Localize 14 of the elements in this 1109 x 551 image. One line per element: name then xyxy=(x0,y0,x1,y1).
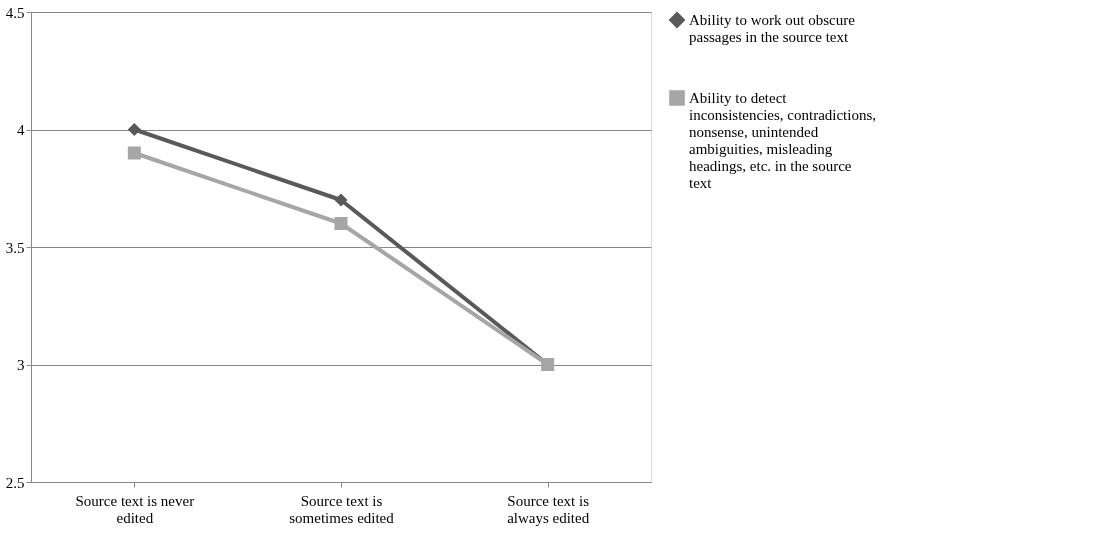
point xyxy=(127,122,141,137)
y-tick-label: 3.5 xyxy=(5,239,25,256)
legend-label: Ability to work out obscure passages in the source text xyxy=(689,12,856,45)
point xyxy=(334,216,348,231)
point xyxy=(334,193,348,207)
legend-label: Ability to detect inconsistencies, contradictions, nonsense, unintended ambiguities, misleading headings, etc. in the source text xyxy=(689,90,877,191)
y-tick-label: 4.5 xyxy=(5,4,25,21)
x-tick-label: Source text is never edited xyxy=(75,492,195,526)
y-tick-label: 2.5 xyxy=(5,474,25,491)
point xyxy=(127,146,141,160)
x-tick-label: Source text is sometimes edited xyxy=(289,492,395,526)
y-tick-label: 3 xyxy=(17,357,25,373)
y-tick-label: 4 xyxy=(17,122,25,138)
x-tick-label: Source text is always edited xyxy=(507,492,590,526)
